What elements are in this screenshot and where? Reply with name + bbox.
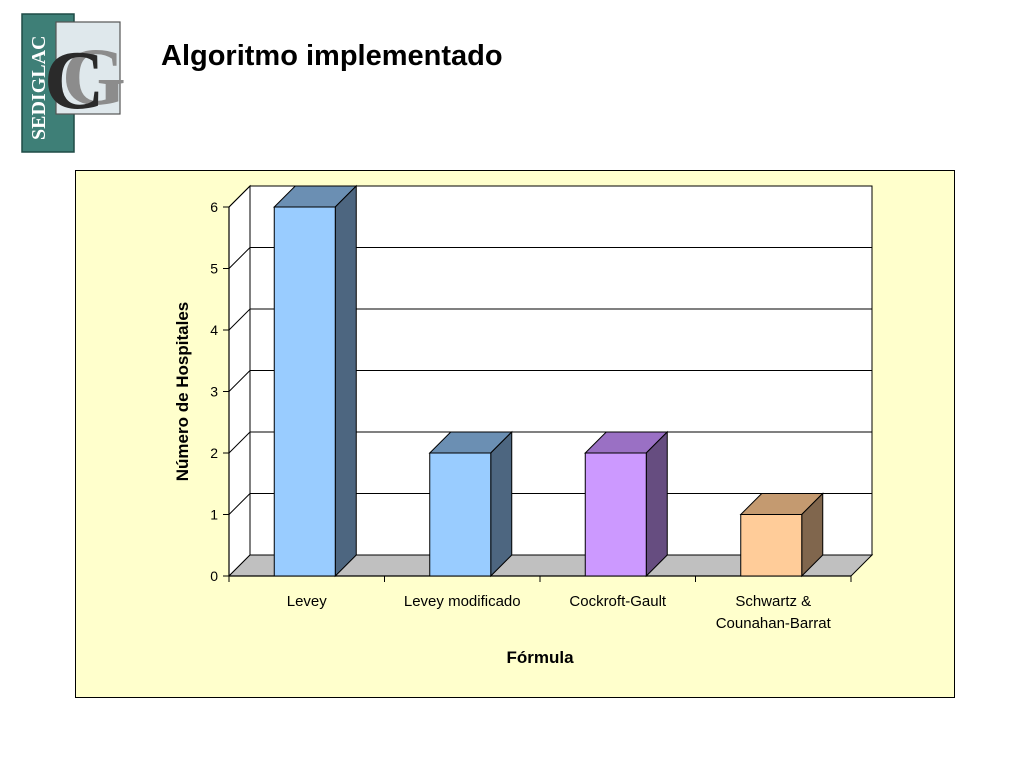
y-tick-label: 0 [210, 568, 218, 584]
gridline [228, 370, 872, 392]
x-axis-title: Fórmula [506, 648, 574, 667]
bar-front [429, 452, 492, 577]
x-tick-label: Counahan-Barrat [716, 615, 832, 632]
y-axis-title: Número de Hospitales [173, 302, 192, 482]
axis-labels: Número de Hospitales Fórmula Levey Levey … [173, 302, 832, 667]
y-tick-label: 1 [210, 507, 218, 523]
bar [584, 430, 669, 578]
gridline [228, 247, 872, 269]
bar-front [584, 452, 647, 577]
y-tick-label: 4 [210, 322, 218, 338]
y-tick-label: 6 [210, 199, 218, 215]
svg-text:C: C [44, 34, 105, 127]
logo-wordmark: SEDIGLAC [28, 36, 50, 140]
bar-front [740, 514, 803, 577]
slide-title: Algoritmo implementado [161, 40, 503, 72]
y-tick-label: 5 [210, 261, 218, 277]
bar-side [334, 184, 357, 578]
gridline [228, 185, 872, 208]
bar [739, 492, 824, 578]
x-tick-label: Levey modificado [404, 593, 521, 610]
bar [428, 430, 513, 578]
bar-front [273, 206, 336, 577]
bar-side [645, 430, 668, 578]
x-tick-label: Cockroft-Gault [569, 593, 667, 610]
x-tick-label: Schwartz & [735, 593, 811, 610]
svg-text:G: G [62, 31, 124, 122]
bar-side [490, 430, 513, 578]
bars [273, 184, 824, 578]
x-tick-label: Levey [287, 593, 328, 610]
sediglac-logo: G C SEDIGLAC [21, 13, 124, 153]
y-tick-label: 2 [210, 445, 218, 461]
bar-chart: 0 1 2 3 4 5 6 Número de Hospitales Fórmula Lev… [173, 184, 874, 667]
y-tick-label: 3 [210, 384, 218, 400]
chart-frame: 0 1 2 3 4 5 6 Número de Hospitales Fórmula Lev… [75, 170, 955, 698]
gridline [228, 308, 872, 331]
bar [273, 184, 358, 578]
